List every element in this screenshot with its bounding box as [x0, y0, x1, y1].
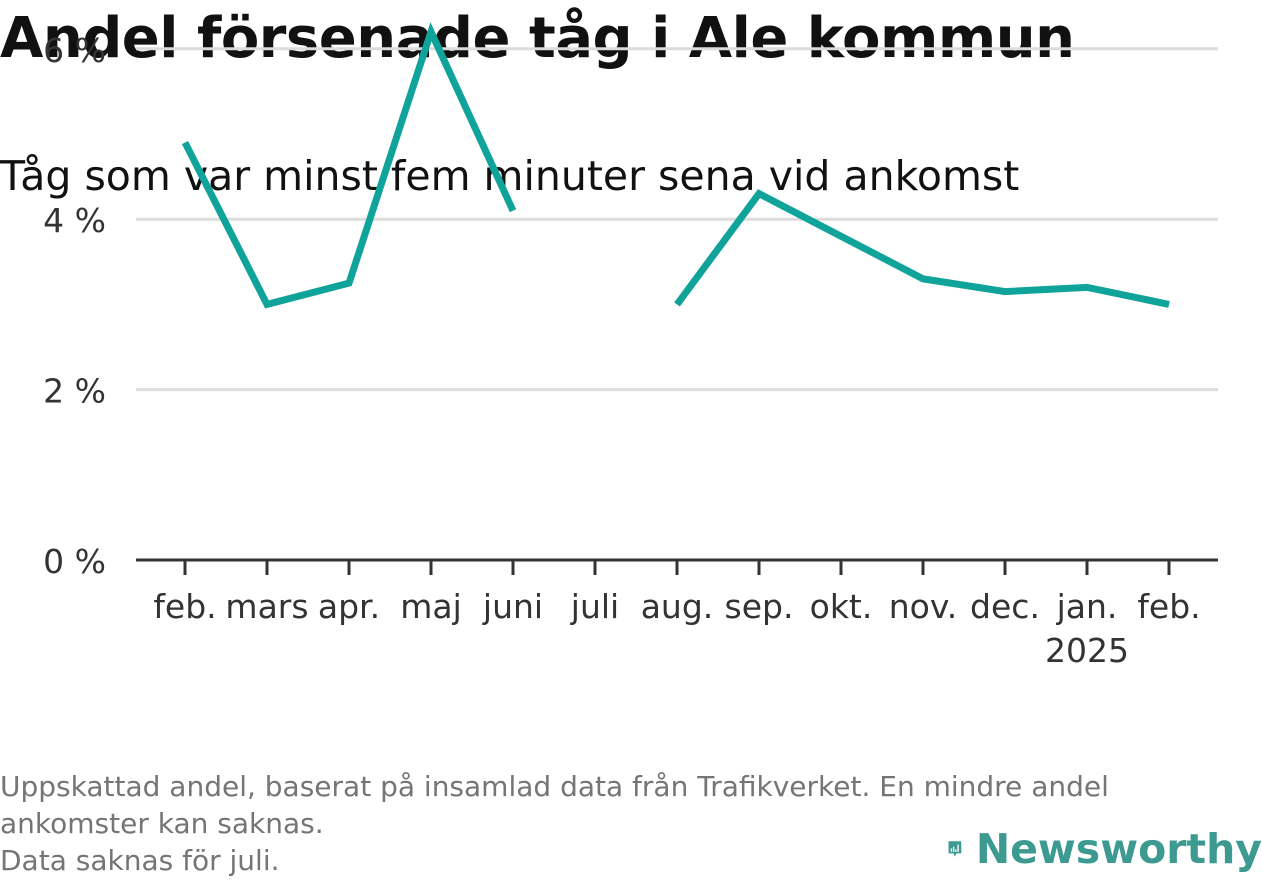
newsworthy-logo-icon	[948, 841, 962, 857]
y-tick-label: 4 %	[43, 201, 106, 240]
y-tick-label: 6 %	[43, 31, 106, 70]
x-tick-label: dec.	[970, 587, 1040, 626]
x-tick-label: juni	[482, 587, 543, 626]
series-line-segment	[674, 189, 1170, 308]
x-tick-label: feb.	[1137, 587, 1200, 626]
x-tick-label: sep.	[725, 587, 794, 626]
chart-title: Andel försenade tåg i Ale kommun	[0, 6, 1075, 71]
y-tick-label: 2 %	[43, 372, 106, 411]
line-chart: 0 %2 %4 %6 %feb. mars apr. maj juni juli aug. s…	[43, 22, 1218, 670]
chart-subtitle: Tåg som var minst fem minuter sena vid a…	[0, 152, 1020, 200]
series-line-segment	[181, 22, 517, 309]
y-tick-label: 0 %	[43, 542, 106, 581]
footnote-line-2: ankomster kan saknas.	[0, 807, 324, 840]
x-tick-label: okt.	[810, 587, 873, 626]
x-tick-sublabel: 2025	[1045, 631, 1129, 670]
x-tick-label: mars	[225, 587, 308, 626]
x-tick-label: apr.	[318, 587, 380, 626]
x-tick-label: feb.	[153, 587, 216, 626]
footnote-line-3: Data saknas för juli.	[0, 844, 280, 877]
x-tick-label: maj	[400, 587, 462, 626]
x-tick-label: nov.	[889, 587, 958, 626]
footnote-line-1: Uppskattad andel, baserat på insamlad da…	[0, 770, 1109, 803]
newsworthy-logo[interactable]: Newsworthy	[948, 818, 1262, 880]
logo-text: Newsworthy	[975, 825, 1262, 873]
x-tick-label: juli	[570, 587, 619, 626]
x-tick-label: jan.	[1056, 587, 1118, 626]
footnote: Uppskattad andel, baserat på insamlad da…	[0, 768, 1262, 879]
x-tick-label: aug.	[641, 587, 714, 626]
